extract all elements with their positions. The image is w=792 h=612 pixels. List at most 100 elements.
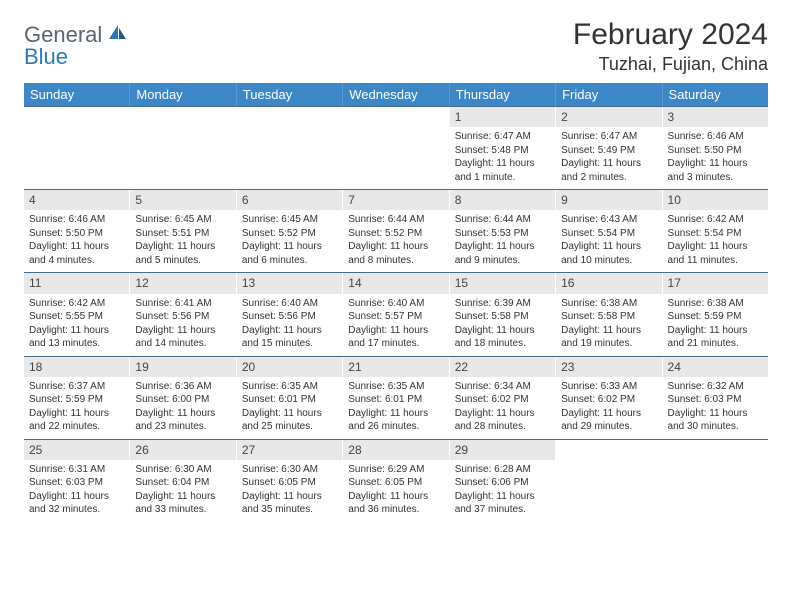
sunrise-text: Sunrise: 6:42 AM [29, 297, 124, 311]
weekday-monday: Monday [130, 83, 236, 106]
daylight-text: Daylight: 11 hours and 13 minutes. [29, 324, 124, 351]
title-block: February 2024 Tuzhai, Fujian, China [573, 18, 768, 75]
daylight-text: Daylight: 11 hours and 15 minutes. [242, 324, 337, 351]
sunrise-text: Sunrise: 6:40 AM [348, 297, 443, 311]
day-body: Sunrise: 6:30 AMSunset: 6:04 PMDaylight:… [130, 460, 235, 522]
daylight-text: Daylight: 11 hours and 21 minutes. [668, 324, 763, 351]
day-cell-empty [130, 107, 236, 189]
sunset-text: Sunset: 6:03 PM [29, 476, 124, 490]
daylight-text: Daylight: 11 hours and 10 minutes. [561, 240, 656, 267]
sunset-text: Sunset: 6:00 PM [135, 393, 230, 407]
sunrise-text: Sunrise: 6:32 AM [668, 380, 763, 394]
day-number [663, 440, 768, 444]
daylight-text: Daylight: 11 hours and 11 minutes. [668, 240, 763, 267]
day-body: Sunrise: 6:46 AMSunset: 5:50 PMDaylight:… [663, 127, 768, 189]
sunset-text: Sunset: 6:05 PM [348, 476, 443, 490]
logo-blue-wrap: Blue [24, 44, 68, 70]
day-cell-3: 3Sunrise: 6:46 AMSunset: 5:50 PMDaylight… [663, 107, 768, 189]
daylight-text: Daylight: 11 hours and 14 minutes. [135, 324, 230, 351]
sunrise-text: Sunrise: 6:30 AM [242, 463, 337, 477]
sunrise-text: Sunrise: 6:44 AM [348, 213, 443, 227]
day-body: Sunrise: 6:36 AMSunset: 6:00 PMDaylight:… [130, 377, 235, 439]
day-body: Sunrise: 6:41 AMSunset: 5:56 PMDaylight:… [130, 294, 235, 356]
daylight-text: Daylight: 11 hours and 8 minutes. [348, 240, 443, 267]
daylight-text: Daylight: 11 hours and 9 minutes. [455, 240, 550, 267]
day-number: 20 [237, 357, 342, 377]
sunrise-text: Sunrise: 6:31 AM [29, 463, 124, 477]
day-cell-24: 24Sunrise: 6:32 AMSunset: 6:03 PMDayligh… [663, 357, 768, 439]
day-cell-13: 13Sunrise: 6:40 AMSunset: 5:56 PMDayligh… [237, 273, 343, 355]
weekday-tuesday: Tuesday [237, 83, 343, 106]
day-body: Sunrise: 6:34 AMSunset: 6:02 PMDaylight:… [450, 377, 555, 439]
sunrise-text: Sunrise: 6:37 AM [29, 380, 124, 394]
day-number: 27 [237, 440, 342, 460]
day-body: Sunrise: 6:28 AMSunset: 6:06 PMDaylight:… [450, 460, 555, 522]
sunrise-text: Sunrise: 6:34 AM [455, 380, 550, 394]
day-cell-10: 10Sunrise: 6:42 AMSunset: 5:54 PMDayligh… [663, 190, 768, 272]
day-number: 26 [130, 440, 235, 460]
day-number: 16 [556, 273, 661, 293]
sunrise-text: Sunrise: 6:30 AM [135, 463, 230, 477]
sunset-text: Sunset: 5:53 PM [455, 227, 550, 241]
day-body: Sunrise: 6:33 AMSunset: 6:02 PMDaylight:… [556, 377, 661, 439]
daylight-text: Daylight: 11 hours and 35 minutes. [242, 490, 337, 517]
day-number: 2 [556, 107, 661, 127]
day-body: Sunrise: 6:38 AMSunset: 5:59 PMDaylight:… [663, 294, 768, 356]
day-number: 29 [450, 440, 555, 460]
sunset-text: Sunset: 6:01 PM [348, 393, 443, 407]
sunset-text: Sunset: 5:55 PM [29, 310, 124, 324]
sunset-text: Sunset: 6:03 PM [668, 393, 763, 407]
day-cell-20: 20Sunrise: 6:35 AMSunset: 6:01 PMDayligh… [237, 357, 343, 439]
day-number: 6 [237, 190, 342, 210]
weekday-friday: Friday [556, 83, 662, 106]
sunset-text: Sunset: 5:52 PM [348, 227, 443, 241]
weekday-header-row: SundayMondayTuesdayWednesdayThursdayFrid… [24, 83, 768, 106]
day-body: Sunrise: 6:37 AMSunset: 5:59 PMDaylight:… [24, 377, 129, 439]
day-number: 22 [450, 357, 555, 377]
calendar: SundayMondayTuesdayWednesdayThursdayFrid… [24, 83, 768, 522]
sunset-text: Sunset: 6:02 PM [561, 393, 656, 407]
sunset-text: Sunset: 5:49 PM [561, 144, 656, 158]
sunrise-text: Sunrise: 6:29 AM [348, 463, 443, 477]
sunrise-text: Sunrise: 6:41 AM [135, 297, 230, 311]
sunrise-text: Sunrise: 6:36 AM [135, 380, 230, 394]
day-cell-5: 5Sunrise: 6:45 AMSunset: 5:51 PMDaylight… [130, 190, 236, 272]
day-cell-empty [556, 440, 662, 522]
day-body: Sunrise: 6:42 AMSunset: 5:55 PMDaylight:… [24, 294, 129, 356]
sunset-text: Sunset: 6:02 PM [455, 393, 550, 407]
location: Tuzhai, Fujian, China [573, 54, 768, 75]
sunset-text: Sunset: 5:56 PM [135, 310, 230, 324]
weekday-saturday: Saturday [663, 83, 768, 106]
day-body: Sunrise: 6:44 AMSunset: 5:52 PMDaylight:… [343, 210, 448, 272]
sunset-text: Sunset: 5:48 PM [455, 144, 550, 158]
sunrise-text: Sunrise: 6:47 AM [455, 130, 550, 144]
day-body: Sunrise: 6:40 AMSunset: 5:56 PMDaylight:… [237, 294, 342, 356]
weekday-thursday: Thursday [450, 83, 556, 106]
day-body: Sunrise: 6:31 AMSunset: 6:03 PMDaylight:… [24, 460, 129, 522]
day-cell-11: 11Sunrise: 6:42 AMSunset: 5:55 PMDayligh… [24, 273, 130, 355]
day-body: Sunrise: 6:47 AMSunset: 5:48 PMDaylight:… [450, 127, 555, 189]
day-cell-4: 4Sunrise: 6:46 AMSunset: 5:50 PMDaylight… [24, 190, 130, 272]
daylight-text: Daylight: 11 hours and 17 minutes. [348, 324, 443, 351]
daylight-text: Daylight: 11 hours and 25 minutes. [242, 407, 337, 434]
day-number [556, 440, 661, 444]
sunrise-text: Sunrise: 6:35 AM [348, 380, 443, 394]
daylight-text: Daylight: 11 hours and 29 minutes. [561, 407, 656, 434]
day-number: 21 [343, 357, 448, 377]
daylight-text: Daylight: 11 hours and 18 minutes. [455, 324, 550, 351]
daylight-text: Daylight: 11 hours and 30 minutes. [668, 407, 763, 434]
sunset-text: Sunset: 6:05 PM [242, 476, 337, 490]
daylight-text: Daylight: 11 hours and 28 minutes. [455, 407, 550, 434]
day-number: 12 [130, 273, 235, 293]
sunset-text: Sunset: 5:50 PM [29, 227, 124, 241]
day-number: 10 [663, 190, 768, 210]
sunrise-text: Sunrise: 6:39 AM [455, 297, 550, 311]
month-title: February 2024 [573, 18, 768, 52]
day-cell-2: 2Sunrise: 6:47 AMSunset: 5:49 PMDaylight… [556, 107, 662, 189]
daylight-text: Daylight: 11 hours and 4 minutes. [29, 240, 124, 267]
daylight-text: Daylight: 11 hours and 22 minutes. [29, 407, 124, 434]
sunrise-text: Sunrise: 6:40 AM [242, 297, 337, 311]
sunset-text: Sunset: 6:04 PM [135, 476, 230, 490]
day-cell-29: 29Sunrise: 6:28 AMSunset: 6:06 PMDayligh… [450, 440, 556, 522]
sunrise-text: Sunrise: 6:28 AM [455, 463, 550, 477]
